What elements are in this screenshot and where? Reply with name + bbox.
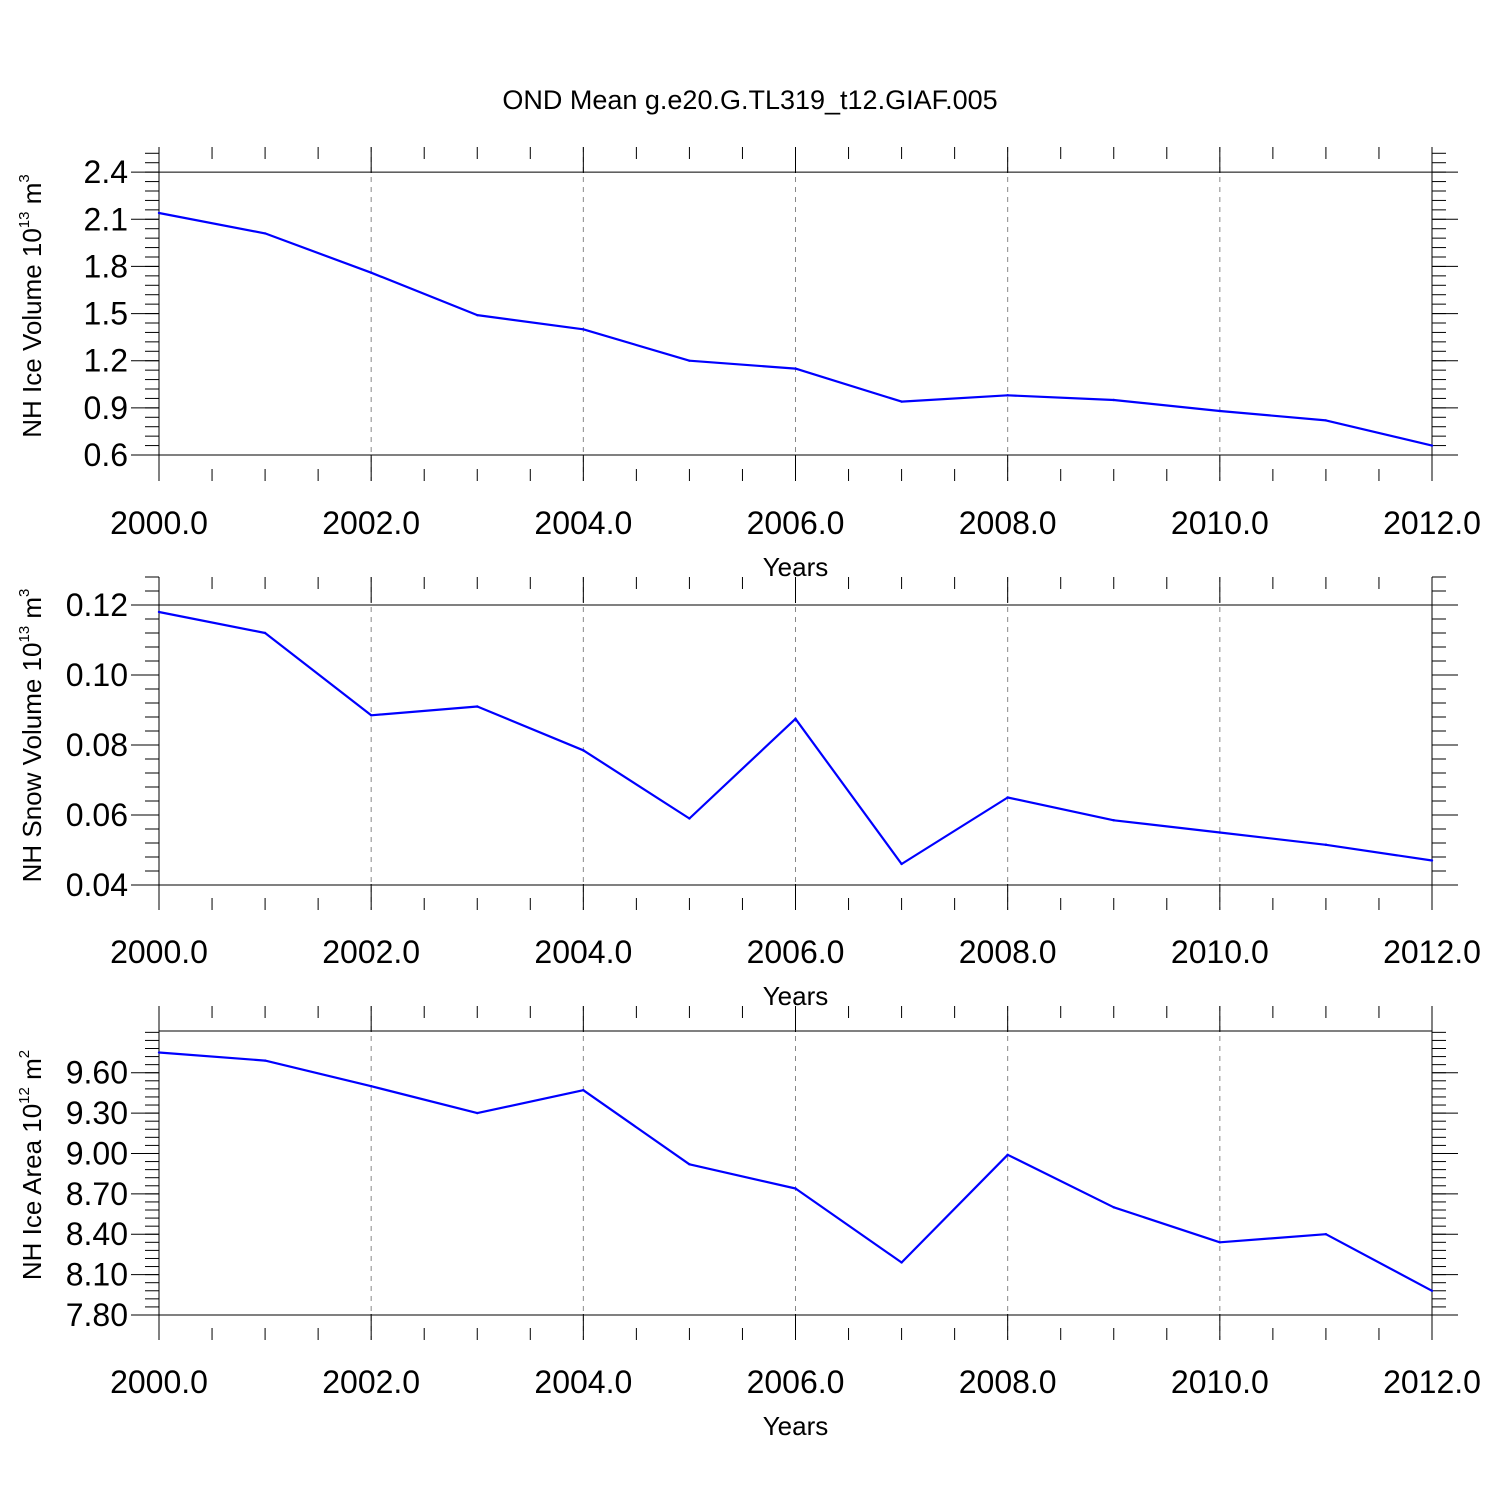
- y-tick-label: 0.6: [84, 437, 128, 473]
- figure-title: OND Mean g.e20.G.TL319_t12.GIAF.005: [502, 85, 997, 115]
- data-point: [582, 1089, 585, 1092]
- x-tick-label: 2000.0: [110, 934, 208, 970]
- x-tick-label: 2012.0: [1383, 505, 1481, 541]
- x-tick-label: 2004.0: [534, 505, 632, 541]
- data-point: [263, 232, 267, 235]
- data-point: [1218, 1241, 1222, 1244]
- y-tick-label: 0.10: [66, 657, 128, 693]
- x-tick-label: 2008.0: [959, 934, 1057, 970]
- data-point: [369, 1084, 373, 1088]
- data-point: [1006, 394, 1009, 397]
- y-tick-label: 9.60: [66, 1055, 128, 1091]
- y-tick-label: 0.12: [66, 587, 128, 623]
- data-point: [582, 328, 585, 331]
- panel-3: 7.80 8.10 8.40 8.70 9.00 9.30 9.60 2000.0 2002.0…: [16, 1006, 1481, 1441]
- y-tick-label: 8.10: [66, 1257, 128, 1293]
- y-axis-title: NH Ice Volume 1013 m3: [16, 174, 47, 437]
- x-tick-label: 2002.0: [322, 505, 420, 541]
- data-point: [1112, 819, 1115, 822]
- x-tick-label: 2010.0: [1171, 505, 1269, 541]
- y-tick-label: 0.04: [66, 867, 128, 903]
- y-tick-label: 0.08: [66, 727, 128, 763]
- data-point: [1218, 409, 1222, 413]
- data-point: [1112, 1206, 1115, 1209]
- data-point: [369, 271, 373, 274]
- data-point: [476, 313, 479, 317]
- y-tick-label: 0.9: [84, 390, 128, 426]
- x-tick-label: 2008.0: [959, 1364, 1057, 1400]
- x-tick-label: 2002.0: [322, 934, 420, 970]
- data-point: [369, 714, 373, 717]
- data-point: [1324, 843, 1328, 846]
- data-point: [1006, 796, 1009, 799]
- x-tick-label: 2006.0: [747, 934, 845, 970]
- x-tick-label: 2004.0: [534, 1364, 632, 1400]
- data-point: [582, 749, 585, 752]
- y-tick-label: 7.80: [66, 1297, 128, 1333]
- data-point: [263, 631, 267, 635]
- data-point: [157, 1051, 161, 1054]
- x-axis-title: Years: [763, 1411, 829, 1441]
- data-point: [900, 400, 903, 403]
- data-point: [1324, 1233, 1328, 1236]
- data-point: [1006, 1153, 1009, 1157]
- y-tick-label: 1.8: [84, 248, 128, 284]
- data-point: [900, 1261, 903, 1264]
- x-tick-label: 2012.0: [1383, 1364, 1481, 1400]
- panel-2: 0.04 0.06 0.08 0.10 0.12 2000.0 2002.0 2004.0 20…: [16, 576, 1481, 1011]
- x-tick-label: 2000.0: [110, 505, 208, 541]
- data-point: [1430, 859, 1434, 862]
- data-point: [1218, 831, 1222, 834]
- y-tick-label: 1.5: [84, 296, 128, 332]
- data-point: [1430, 1289, 1434, 1292]
- data-point: [1324, 419, 1328, 422]
- panel-1: 0.6 0.9 1.2 1.5 1.8 2.1 2.4 2000.0 2002.0 2004.0 2…: [16, 147, 1481, 582]
- y-tick-label: 8.40: [66, 1216, 128, 1252]
- x-tick-label: 2004.0: [534, 934, 632, 970]
- y-tick-label: 9.30: [66, 1095, 128, 1131]
- y-axis-title: NH Snow Volume 1013 m3: [16, 589, 47, 883]
- data-point: [794, 367, 797, 370]
- data-point: [688, 359, 691, 362]
- x-tick-label: 2006.0: [747, 1364, 845, 1400]
- x-tick-label: 2000.0: [110, 1364, 208, 1400]
- x-tick-label: 2010.0: [1171, 934, 1269, 970]
- data-point: [263, 1059, 267, 1062]
- y-tick-label: 2.4: [84, 154, 128, 190]
- x-tick-label: 2012.0: [1383, 934, 1481, 970]
- y-axis-title: NH Ice Area 1012 m2: [16, 1050, 47, 1280]
- y-tick-label: 2.1: [84, 201, 128, 237]
- y-tick-label: 8.70: [66, 1176, 128, 1212]
- data-point: [900, 862, 903, 866]
- data-point: [476, 1111, 479, 1115]
- data-point: [157, 610, 161, 614]
- x-tick-label: 2008.0: [959, 505, 1057, 541]
- data-point: [688, 1163, 691, 1166]
- data-point: [794, 1187, 797, 1190]
- x-tick-label: 2006.0: [747, 505, 845, 541]
- data-point: [688, 817, 691, 820]
- data-point: [476, 705, 479, 708]
- data-point: [794, 717, 797, 720]
- x-tick-label: 2002.0: [322, 1364, 420, 1400]
- data-point: [1430, 444, 1434, 447]
- y-tick-label: 0.06: [66, 797, 128, 833]
- y-tick-label: 9.00: [66, 1135, 128, 1171]
- y-tick-label: 1.2: [84, 343, 128, 379]
- data-point: [157, 211, 161, 215]
- data-point: [1112, 398, 1115, 402]
- x-tick-label: 2010.0: [1171, 1364, 1269, 1400]
